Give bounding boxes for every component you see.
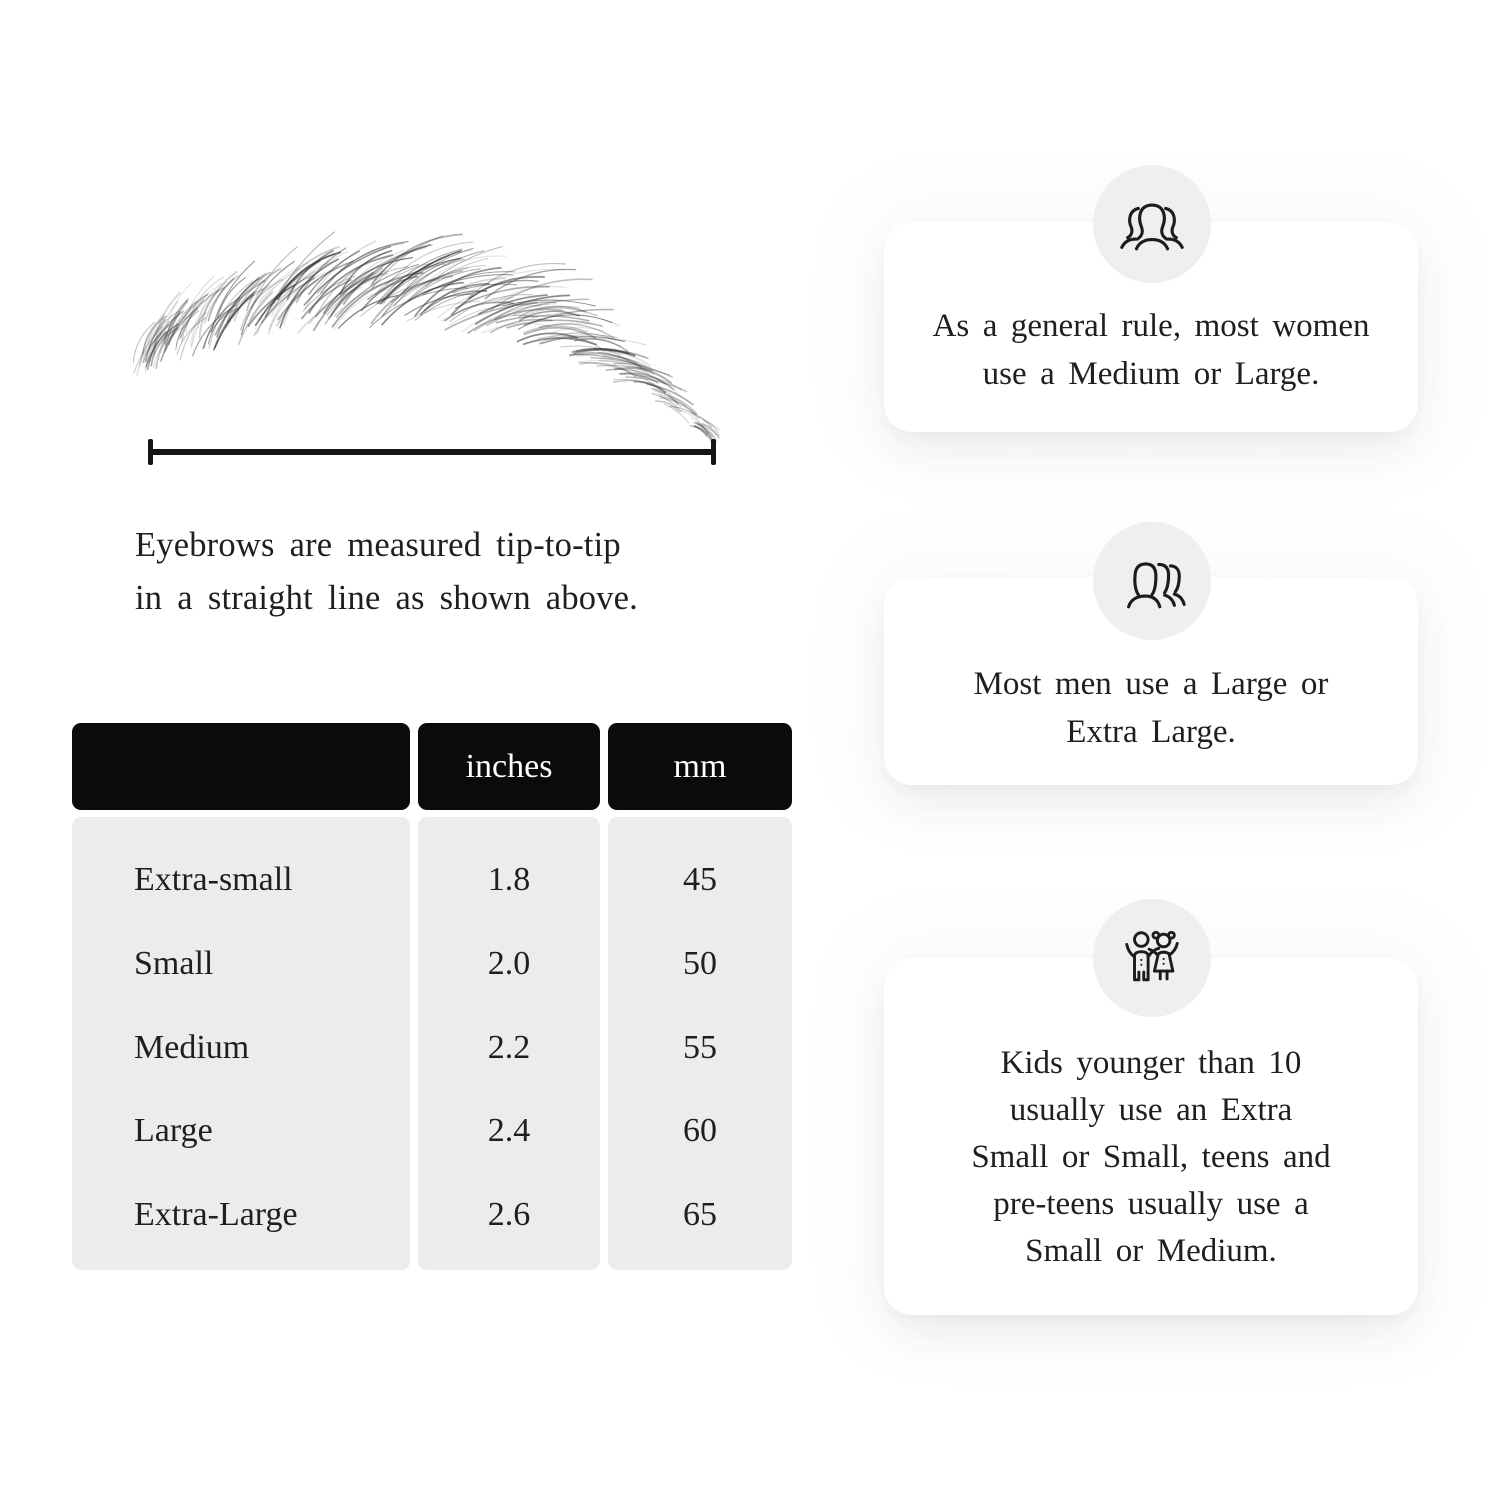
size-inches-value: 2.4 xyxy=(487,1112,531,1149)
size-inches-value: 2.2 xyxy=(487,1029,531,1066)
table-body-column-sizes xyxy=(72,817,410,1270)
card-men-text: Most men use a Large or Extra Large. xyxy=(884,660,1418,756)
measurement-line xyxy=(151,449,714,455)
size-inches-value: 2.0 xyxy=(487,945,531,982)
card-kids-text: Kids younger than 10 usually use an Extr… xyxy=(884,1040,1418,1275)
measurement-caption: Eyebrows are measured tip-to-tip in a st… xyxy=(135,519,638,625)
card-women-line-1: As a general rule, most women xyxy=(932,308,1370,344)
table-header-sizes xyxy=(72,723,410,810)
size-label: Large xyxy=(134,1112,213,1149)
card-kids-line-2: usually use an Extra xyxy=(1009,1092,1293,1128)
card-kids-line-3: Small or Small, teens and xyxy=(971,1139,1331,1175)
table-header-mm: mm xyxy=(608,723,792,810)
size-mm-value: 65 xyxy=(683,1196,717,1233)
table-body-column-mm xyxy=(608,817,792,1270)
men-group-icon xyxy=(1127,562,1186,609)
size-mm-value: 45 xyxy=(683,861,717,898)
card-kids-line-4: pre-teens usually use a xyxy=(993,1186,1309,1222)
eyebrow-illustration xyxy=(132,231,720,445)
card-kids-line-1: Kids younger than 10 xyxy=(1000,1045,1302,1081)
table-header-mm-label: mm xyxy=(673,747,727,785)
card-women-line-2: use a Medium or Large. xyxy=(982,356,1320,392)
women-icon-circle xyxy=(1093,165,1211,283)
table-row: Medium 2.2 55 xyxy=(72,1006,792,1090)
table-header-inches: inches xyxy=(418,723,600,810)
table-row: Extra-Large 2.6 65 xyxy=(72,1173,792,1257)
table-header-inches-label: inches xyxy=(465,747,553,785)
caption-line-2: in a straight line as shown above. xyxy=(135,579,639,617)
table-body-column-inches xyxy=(418,817,600,1270)
size-inches-value: 2.6 xyxy=(487,1196,531,1233)
table-row: Large 2.4 60 xyxy=(72,1089,792,1173)
size-mm-value: 60 xyxy=(683,1112,717,1149)
size-mm-value: 55 xyxy=(683,1029,717,1066)
table-row: Extra-small 1.8 45 xyxy=(72,838,792,922)
kids-icon xyxy=(1125,930,1179,982)
size-inches-value: 1.8 xyxy=(487,861,531,898)
caption-line-1: Eyebrows are measured tip-to-tip xyxy=(135,526,621,564)
women-group-icon xyxy=(1120,203,1184,251)
table-row: Small 2.0 50 xyxy=(72,922,792,1006)
card-kids-line-5: Small or Medium. xyxy=(1025,1233,1277,1269)
size-label: Extra-small xyxy=(134,861,293,898)
size-mm-value: 50 xyxy=(683,945,717,982)
measurement-line-right-cap xyxy=(711,439,716,465)
size-label: Medium xyxy=(134,1029,250,1066)
card-women-text: As a general rule, most women use a Medi… xyxy=(884,302,1418,398)
kids-icon-circle xyxy=(1093,899,1211,1017)
card-kids xyxy=(884,958,1418,1315)
size-label: Extra-Large xyxy=(134,1196,298,1233)
men-icon-circle xyxy=(1093,522,1211,640)
measurement-line-left-cap xyxy=(148,439,153,465)
size-label: Small xyxy=(134,945,214,982)
card-men-line-2: Extra Large. xyxy=(1066,714,1236,750)
card-men-line-1: Most men use a Large or xyxy=(973,666,1329,702)
